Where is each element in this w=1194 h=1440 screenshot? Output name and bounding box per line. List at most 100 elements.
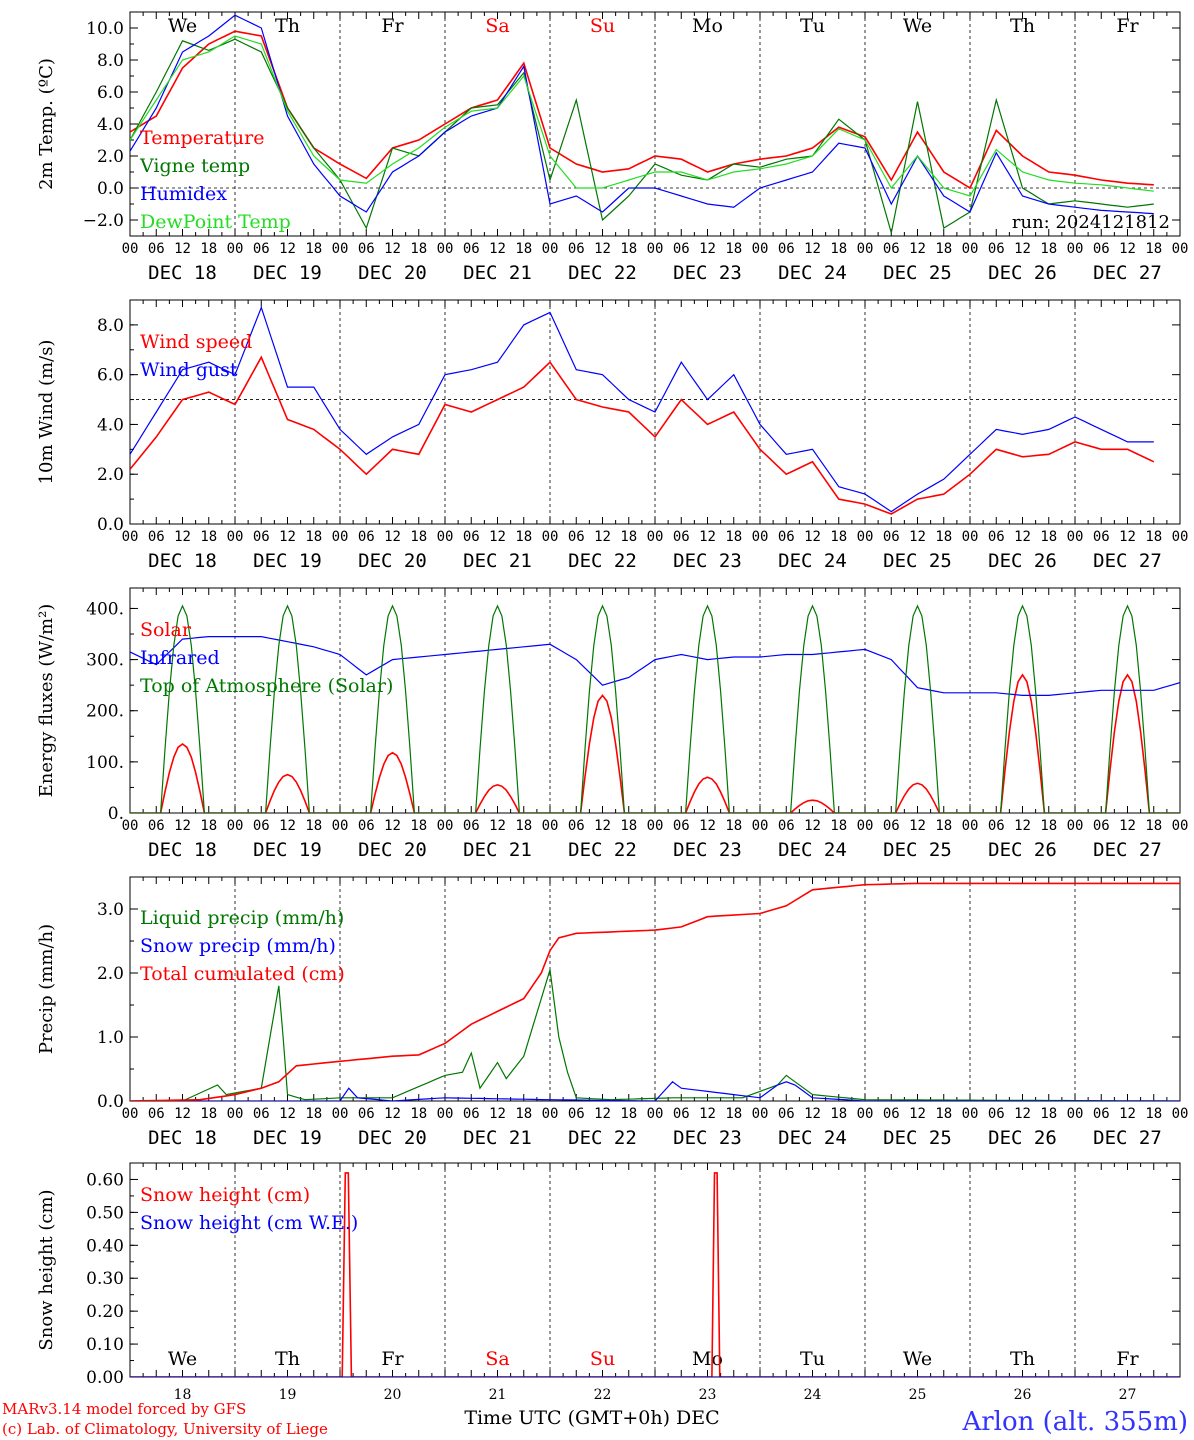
date-label: DEC 27 <box>1093 839 1162 861</box>
legend-entry: Top of Atmosphere (Solar) <box>140 675 393 697</box>
hour-label: 12 <box>174 1106 191 1122</box>
hour-label: 18 <box>410 818 427 834</box>
hour-label: 18 <box>1040 1106 1057 1122</box>
hour-label: 18 <box>1145 1106 1162 1122</box>
hour-label: 06 <box>778 818 795 834</box>
hour-label: 06 <box>988 529 1005 545</box>
y-tick-label: 300. <box>86 651 124 671</box>
date-label: DEC 21 <box>463 550 532 572</box>
hour-label: 06 <box>253 529 270 545</box>
hour-label: 18 <box>200 241 217 257</box>
hour-label: 00 <box>227 241 244 257</box>
legend-entry: Temperature <box>140 127 264 149</box>
series-line-red <box>130 882 1180 1101</box>
hour-label: 06 <box>568 241 585 257</box>
y-axis-label: Precip (mm/h) <box>36 924 57 1054</box>
hour-label: 06 <box>883 818 900 834</box>
legend-entry: Infrared <box>140 647 220 669</box>
legend-entry: DewPoint Temp <box>140 211 291 233</box>
hour-label: 06 <box>778 241 795 257</box>
plot-area <box>130 882 1180 1101</box>
hour-label: 18 <box>830 529 847 545</box>
hour-label: 00 <box>437 1106 454 1122</box>
hour-label: 06 <box>883 529 900 545</box>
y-tick-label: 0.0 <box>97 179 124 199</box>
hour-label: 06 <box>673 241 690 257</box>
hour-label: 12 <box>489 241 506 257</box>
date-label: DEC 25 <box>883 262 952 284</box>
hour-label: 18 <box>725 818 742 834</box>
weekday-label: Th <box>275 15 300 37</box>
hour-label: 00 <box>752 818 769 834</box>
hour-label: 12 <box>699 1106 716 1122</box>
date-number: 27 <box>1119 1387 1137 1403</box>
hour-label: 12 <box>804 1106 821 1122</box>
series-line-red <box>130 355 1155 515</box>
weekday-label: Mo <box>692 15 723 37</box>
hour-label: 12 <box>804 529 821 545</box>
hour-label: 12 <box>489 1106 506 1122</box>
hour-label: 06 <box>358 241 375 257</box>
y-tick-label: 0.00 <box>86 1368 124 1388</box>
legend-entry: Vigne temp <box>139 155 250 177</box>
hour-label: 06 <box>778 529 795 545</box>
hour-label: 18 <box>1040 529 1057 545</box>
y-axis-label: 2m Temp. (ºC) <box>36 58 57 190</box>
weekday-label: Sa <box>485 15 509 37</box>
plot-area <box>130 604 1180 813</box>
date-label: DEC 24 <box>778 550 847 572</box>
hour-label: 00 <box>122 241 139 257</box>
hour-label: 12 <box>279 529 296 545</box>
y-tick-label: 200. <box>86 702 124 722</box>
date-label: DEC 23 <box>673 839 742 861</box>
hour-label: 18 <box>410 1106 427 1122</box>
legend-entry: Snow height (cm) <box>140 1184 310 1206</box>
hour-label: 12 <box>1119 241 1136 257</box>
hour-label: 00 <box>1172 529 1189 545</box>
hour-label: 12 <box>384 241 401 257</box>
series-line-blue <box>130 14 1154 215</box>
hour-label: 06 <box>568 1106 585 1122</box>
plot-area <box>130 305 1155 515</box>
hour-label: 12 <box>909 1106 926 1122</box>
panel-1: 10.0 8.0 6.0 4.0 2.0 0.0 −2.0 2m Temp. (ºC) 00 06… <box>36 11 1188 284</box>
hour-label: 00 <box>227 529 244 545</box>
hour-label: 18 <box>200 529 217 545</box>
hour-label: 06 <box>988 1106 1005 1122</box>
hour-label: 00 <box>227 818 244 834</box>
hour-label: 06 <box>1093 1106 1110 1122</box>
hour-label: 18 <box>515 241 532 257</box>
legend-entry: Total cumulated (cm) <box>140 963 345 985</box>
series-line-green <box>130 38 1154 233</box>
hour-label: 18 <box>305 529 322 545</box>
hour-label: 12 <box>1014 529 1031 545</box>
hour-label: 00 <box>857 529 874 545</box>
date-label: DEC 22 <box>568 262 637 284</box>
hour-label: 00 <box>437 529 454 545</box>
hour-label: 06 <box>148 241 165 257</box>
series-line-blue <box>130 636 1180 696</box>
date-label: DEC 20 <box>358 550 427 572</box>
weekday-label: Mo <box>692 1348 723 1370</box>
hour-label: 06 <box>778 1106 795 1122</box>
date-number: 25 <box>909 1387 927 1403</box>
weekday-label: Su <box>590 15 615 37</box>
date-label: DEC 19 <box>253 262 322 284</box>
hour-label: 18 <box>935 241 952 257</box>
date-label: DEC 26 <box>988 262 1057 284</box>
y-tick-label: 400. <box>86 599 124 619</box>
weekday-label: Th <box>275 1348 300 1370</box>
date-label: DEC 19 <box>253 550 322 572</box>
series-line-lightgreen <box>130 35 1154 197</box>
date-label: DEC 22 <box>568 839 637 861</box>
hour-label: 00 <box>1067 1106 1084 1122</box>
date-label: DEC 20 <box>358 839 427 861</box>
hour-label: 18 <box>1145 241 1162 257</box>
hour-label: 06 <box>463 241 480 257</box>
panels: 10.0 8.0 6.0 4.0 2.0 0.0 −2.0 2m Temp. (ºC) 00 06… <box>36 11 1189 1403</box>
date-label: DEC 19 <box>253 1127 322 1149</box>
y-axis-label: 10m Wind (m/s) <box>36 340 57 485</box>
hour-label: 00 <box>962 818 979 834</box>
series-line-blue <box>130 305 1154 513</box>
